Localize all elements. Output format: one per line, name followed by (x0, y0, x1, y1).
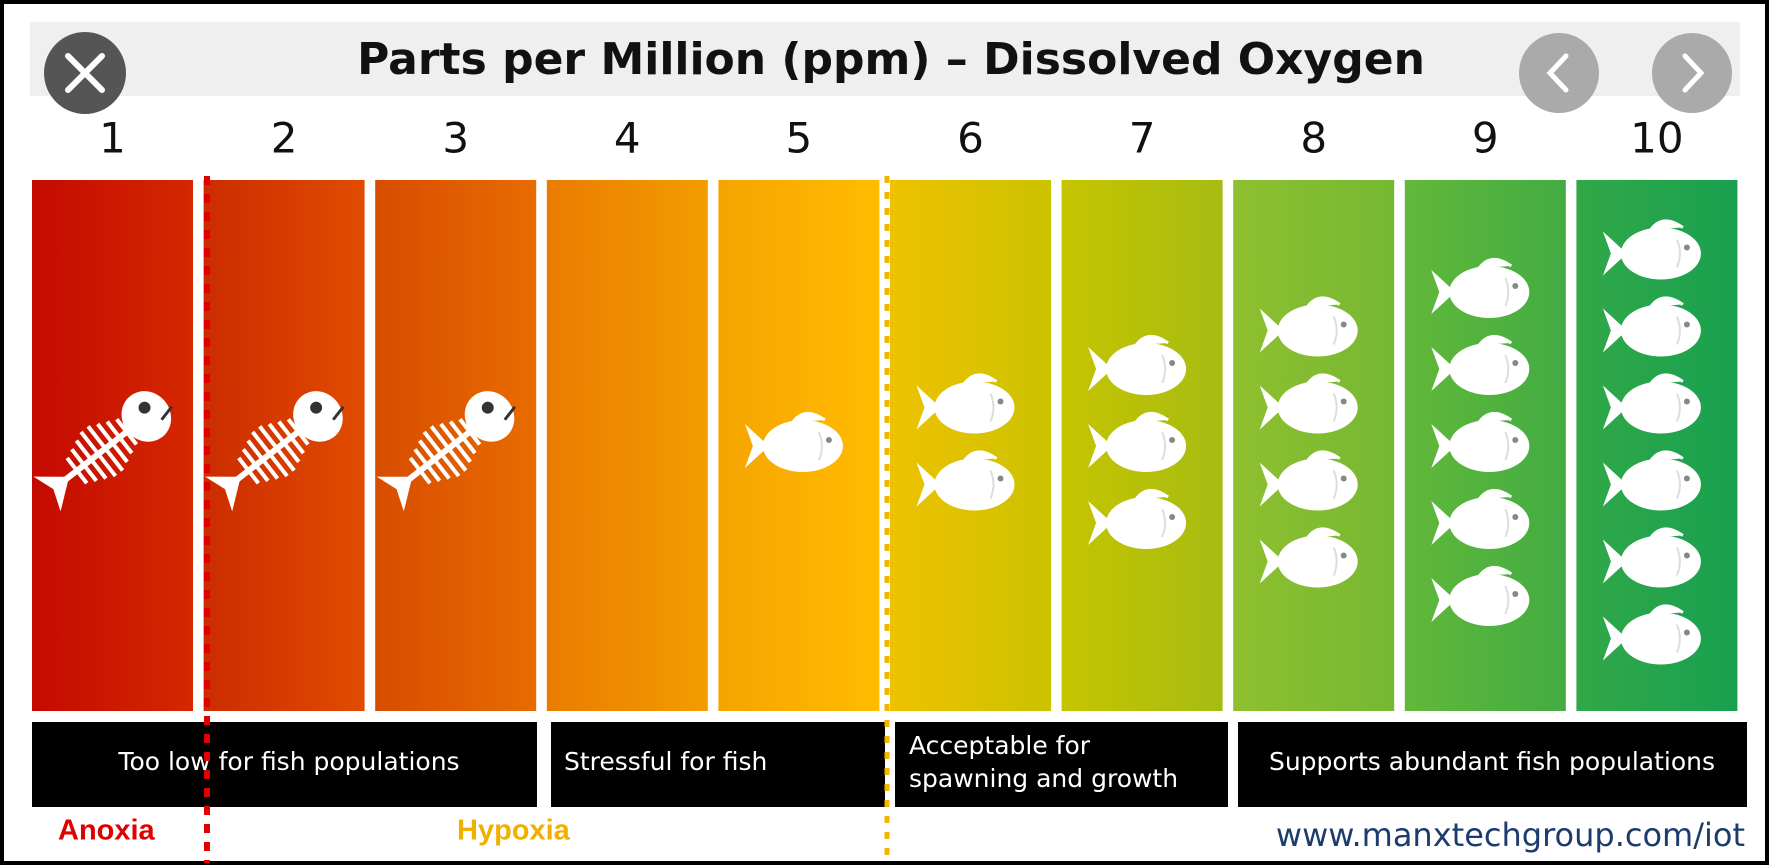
fish-group (1088, 336, 1186, 549)
scale-column (890, 180, 1051, 711)
next-button[interactable] (1652, 33, 1732, 113)
scale-number: 5 (786, 114, 813, 163)
page: {"header": {"title": "Parts per Million … (0, 0, 1769, 865)
hypoxia-label: Hypoxia (457, 815, 571, 847)
scale-number: 2 (271, 114, 298, 163)
range-label: Supports abundant fish populations (1269, 747, 1715, 776)
scale-number: 7 (1129, 114, 1156, 163)
scale-column (1233, 180, 1394, 711)
scale-number: 4 (614, 114, 641, 163)
scale-number: 6 (957, 114, 984, 163)
range-label: Acceptable for (909, 731, 1091, 760)
scale-number: 9 (1472, 114, 1499, 163)
infographic: Parts per Million (ppm) – Dissolved Oxyg… (0, 0, 1769, 865)
prev-button[interactable] (1519, 33, 1599, 113)
range-label: Too low for fish populations (117, 747, 459, 776)
footer-url: www.manxtechgroup.com/iot (1276, 816, 1745, 854)
close-button[interactable] (44, 32, 126, 114)
scale-number: 10 (1630, 114, 1683, 163)
scale-number: 3 (442, 114, 469, 163)
scale-column (547, 180, 708, 711)
range-label: spawning and growth (909, 764, 1178, 793)
anoxia-label: Anoxia (58, 815, 156, 847)
scale-number: 1 (99, 114, 126, 163)
title: Parts per Million (ppm) – Dissolved Oxyg… (357, 34, 1425, 85)
scale-number: 8 (1300, 114, 1327, 163)
range-label: Stressful for fish (564, 747, 767, 776)
